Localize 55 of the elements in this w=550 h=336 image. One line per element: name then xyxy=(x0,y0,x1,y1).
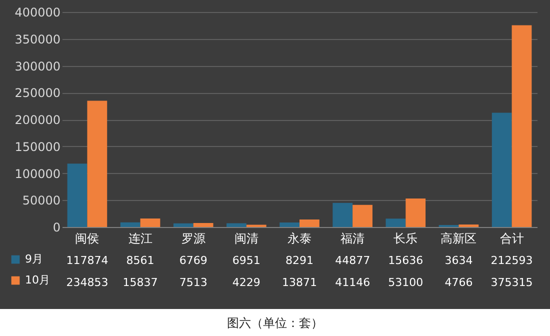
bar xyxy=(193,222,214,227)
bar xyxy=(280,222,300,227)
x-tick-label: 闽清 xyxy=(234,232,258,246)
bar xyxy=(386,218,406,227)
bar xyxy=(406,198,426,227)
data-label: 6769 xyxy=(179,254,208,267)
data-label: 53100 xyxy=(388,276,424,289)
x-tick-label: 永泰 xyxy=(288,232,312,246)
x-tick-label: 长乐 xyxy=(394,232,418,246)
x-tick-label: 闽侯 xyxy=(75,232,100,246)
data-label: 8561 xyxy=(126,254,154,267)
x-tick-label: 高新区 xyxy=(440,232,477,246)
legend-label: 10月 xyxy=(25,274,50,286)
data-label: 15636 xyxy=(388,254,424,267)
y-tick-label: 350000 xyxy=(14,32,60,46)
text: 图六（单位：套） xyxy=(226,315,324,332)
y-tick-label: 300000 xyxy=(14,59,60,74)
bar xyxy=(140,218,160,227)
y-tick-label: 0 xyxy=(52,220,60,234)
data-label: 4229 xyxy=(232,276,260,289)
bar xyxy=(173,223,194,227)
data-label: 8291 xyxy=(286,254,314,267)
y-tick-label: 400000 xyxy=(14,6,60,20)
data-label: 7513 xyxy=(179,276,208,289)
data-label: 15837 xyxy=(122,276,158,289)
x-tick-label: 连江 xyxy=(128,232,152,246)
data-label: 41146 xyxy=(335,276,370,289)
bar xyxy=(300,220,320,227)
bar xyxy=(352,204,372,227)
data-label: 375315 xyxy=(490,276,533,289)
data-label: 117874 xyxy=(66,254,108,267)
y-tick-label: 100000 xyxy=(14,166,60,181)
y-tick-label: 150000 xyxy=(14,140,60,154)
bar xyxy=(492,112,512,227)
bar xyxy=(512,25,532,227)
x-tick-label: 罗源 xyxy=(181,232,206,246)
x-tick-label: 合计 xyxy=(500,232,524,246)
y-tick-label: 200000 xyxy=(14,113,60,127)
x-tick-label: 福清 xyxy=(340,232,365,246)
bar xyxy=(120,222,140,227)
bar xyxy=(458,224,479,227)
data-label: 4766 xyxy=(444,276,473,289)
data-label: 44877 xyxy=(335,254,370,267)
data-label: 3634 xyxy=(444,254,473,267)
data-label: 13871 xyxy=(282,276,317,289)
bar xyxy=(226,223,246,227)
bar xyxy=(332,202,353,227)
bar xyxy=(67,164,88,227)
data-label: 6951 xyxy=(232,254,260,267)
y-tick-label: 250000 xyxy=(14,86,60,100)
data-label: 234853 xyxy=(66,276,108,289)
data-label: 212593 xyxy=(490,254,533,267)
bar xyxy=(87,100,108,227)
y-tick-label: 50000 xyxy=(22,194,60,208)
legend-label: 9月 xyxy=(25,252,43,266)
